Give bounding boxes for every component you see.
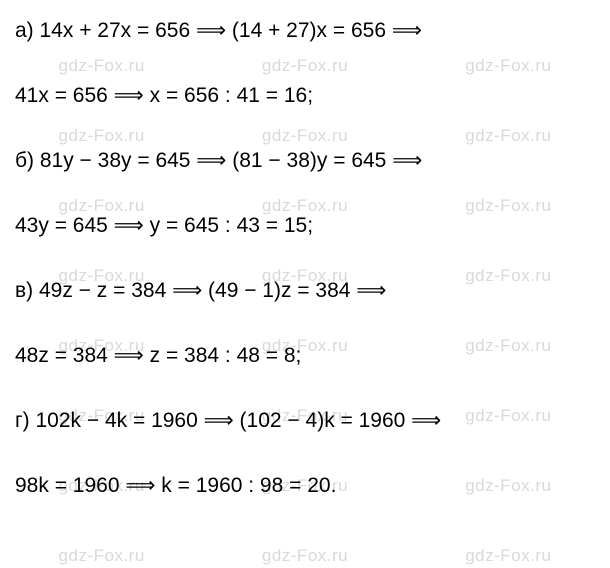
equation-line-b2: 43y = 645 ⟹ y = 645 : 43 = 15; [15, 213, 595, 238]
equation-line-a1: а) 14x + 27x = 656 ⟹ (14 + 27)x = 656 ⟹ [15, 18, 595, 43]
equation-line-v1: в) 49z − z = 384 ⟹ (49 − 1)z = 384 ⟹ [15, 278, 595, 303]
equation-line-b1: б) 81y − 38y = 645 ⟹ (81 − 38)y = 645 ⟹ [15, 148, 595, 173]
equation-line-v2: 48z = 384 ⟹ z = 384 : 48 = 8; [15, 343, 595, 368]
watermark-text: gdz-Fox.ru [59, 546, 145, 566]
equation-line-a2: 41x = 656 ⟹ x = 656 : 41 = 16; [15, 83, 595, 108]
watermark-row: gdz-Fox.ru gdz-Fox.ru gdz-Fox.ru [0, 546, 610, 566]
equation-line-g2: 98k = 1960 ⟹ k = 1960 : 98 = 20. [15, 473, 595, 498]
math-content: а) 14x + 27x = 656 ⟹ (14 + 27)x = 656 ⟹ … [15, 18, 595, 498]
watermark-text: gdz-Fox.ru [465, 546, 551, 566]
watermark-text: gdz-Fox.ru [262, 546, 348, 566]
equation-line-g1: г) 102k − 4k = 1960 ⟹ (102 − 4)k = 1960 … [15, 408, 595, 433]
